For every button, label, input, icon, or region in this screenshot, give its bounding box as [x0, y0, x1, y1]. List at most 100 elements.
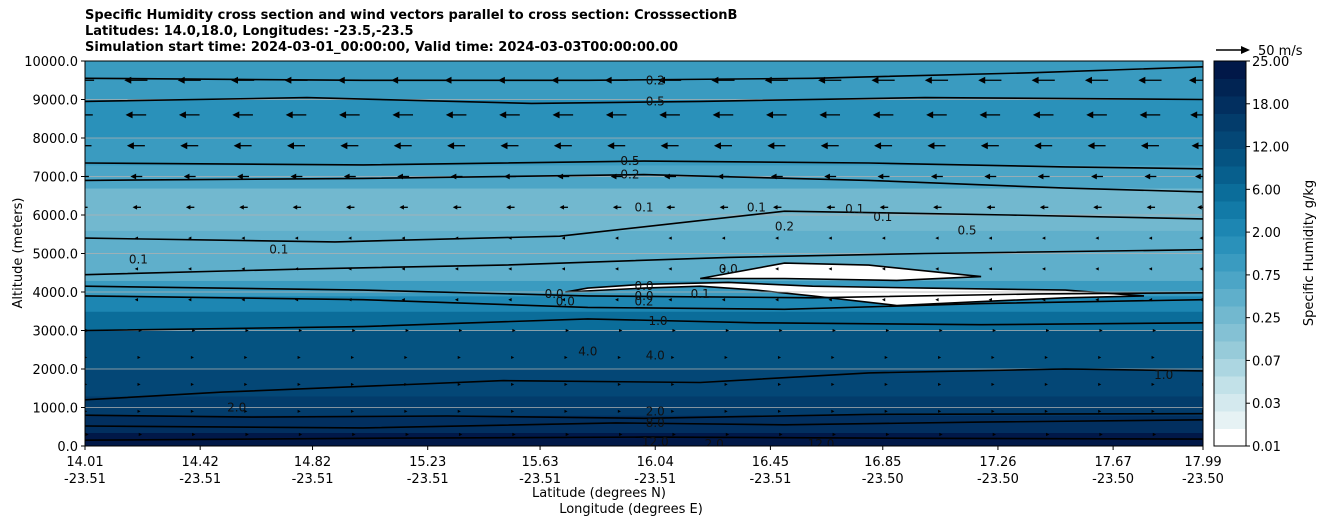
x-tick-label-lat: 16.04 — [637, 455, 674, 470]
colorbar-tick-label: 25.00 — [1252, 55, 1289, 70]
wind-vector-head — [779, 328, 783, 333]
wind-vector-head — [604, 76, 612, 84]
wind-vector-head — [1091, 173, 1097, 180]
colorbar-segment — [1214, 218, 1246, 237]
wind-vector-head — [445, 111, 453, 119]
wind-vector-head — [1098, 382, 1102, 386]
colorbar-segment — [1214, 78, 1246, 97]
wind-vector-head — [831, 409, 835, 413]
plot-area: 0.20.50.50.20.10.10.1 0.10.2 0.50.10.10.00… — [71, 60, 1204, 447]
wind-vector-head — [1095, 236, 1099, 240]
y-tick-label: 8000.0 — [33, 132, 79, 147]
x-tick-label-lat: 14.42 — [182, 455, 219, 470]
wind-vector-head — [346, 205, 351, 210]
wind-vector-head — [508, 298, 512, 302]
x-tick-label-lat: 14.01 — [66, 455, 103, 470]
wind-vector-head — [506, 205, 511, 210]
wind-vector-head — [1042, 267, 1046, 271]
y-tick-label: 0.0 — [57, 440, 78, 455]
x-tick-label-lon: -23.51 — [292, 472, 334, 487]
y-tick-label: 2000.0 — [33, 363, 79, 378]
wind-vector-head — [1151, 409, 1155, 413]
wind-vector-head — [1095, 267, 1099, 271]
wind-vector-head — [671, 409, 675, 413]
wind-vector-head — [85, 410, 88, 413]
x-tick-label-lat: 14.82 — [294, 455, 331, 470]
humidity-band — [85, 188, 1203, 231]
wind-vector-head — [503, 173, 510, 180]
colorbar-tick-label: 0.75 — [1252, 269, 1281, 284]
wind-vector-head — [71, 77, 78, 84]
wind-vector-head — [721, 267, 726, 271]
contour-label: 0.2 — [620, 168, 639, 182]
wind-vector-head — [511, 355, 515, 359]
y-axis-label: Altitude (meters) — [11, 198, 26, 309]
colorbar-tick-label: 6.00 — [1252, 183, 1281, 198]
wind-vector-head — [401, 236, 405, 240]
wind-vector-head — [512, 432, 516, 437]
wind-vector-head — [980, 142, 988, 150]
contour-line — [85, 285, 1203, 299]
wind-vector-head — [454, 298, 459, 302]
wind-vector-head — [138, 432, 143, 437]
wind-vector-head — [553, 142, 561, 150]
colorbar-tick-label: 0.03 — [1252, 397, 1281, 412]
wind-vector-head — [188, 298, 192, 302]
wind-vector-head — [660, 142, 668, 150]
wind-vector-head — [565, 328, 570, 333]
wind-vector-head — [991, 355, 995, 359]
wind-vector-head — [72, 111, 79, 118]
y-axis: 0.0 1000.0 2000.0 3000.0 4000.0 5000.0 6000.0 7… — [24, 55, 85, 455]
wind-vector-head — [668, 298, 672, 302]
wind-vector-head — [244, 409, 248, 413]
wind-vector-head — [401, 267, 405, 271]
wind-key-label: 50 m/s — [1258, 44, 1303, 59]
wind-vector-head — [1037, 173, 1044, 180]
wind-vector-head — [831, 355, 835, 359]
wind-vector-head — [1046, 432, 1050, 437]
wind-vector-head — [137, 355, 141, 359]
wind-vector-head — [458, 328, 463, 333]
colorbar-frame — [1213, 60, 1247, 447]
wind-vector-head — [668, 236, 672, 240]
wind-vector-head — [450, 173, 457, 180]
y-tick-label: 9000.0 — [33, 94, 79, 109]
chart-title-line-2: Latitudes: 14.0,18.0, Longitudes: -23.5,… — [85, 24, 414, 39]
wind-vector-head — [286, 142, 294, 150]
colorbar-segment — [1214, 96, 1246, 114]
wind-vector-head — [241, 298, 245, 302]
wind-vector-head — [933, 205, 938, 210]
wind-vector-head — [615, 236, 619, 240]
wind-vector-head — [1042, 236, 1046, 240]
wind-vector-head — [1151, 382, 1155, 386]
wind-vector-head — [664, 173, 670, 180]
wind-vector-head — [872, 111, 880, 119]
wind-vector-head — [85, 432, 89, 437]
x-tick-label-lon: -23.51 — [179, 472, 221, 487]
wind-vector-head — [824, 173, 830, 180]
wind-vector-head — [612, 205, 618, 210]
wind-vector-head — [85, 383, 88, 386]
wind-vector-head — [1144, 173, 1151, 180]
wind-vector-head — [298, 432, 303, 437]
colorbar-segment — [1214, 148, 1246, 167]
wind-vector-head — [1099, 432, 1103, 437]
wind-vector-head — [713, 142, 721, 150]
wind-vector-head — [352, 328, 356, 333]
wind-vector-head — [939, 328, 943, 333]
wind-vector-head — [337, 76, 345, 84]
colorbar-tick-label: 0.01 — [1252, 440, 1281, 455]
x-tick-label-lon: -23.50 — [1092, 472, 1134, 487]
dry-region — [565, 281, 1145, 307]
wind-vector-head — [879, 205, 885, 210]
wind-vector-head — [1195, 173, 1201, 180]
wind-vector-head — [508, 236, 512, 240]
contour-label: 2.0 — [227, 401, 246, 415]
wind-vector-head — [297, 382, 301, 386]
wind-vector-head — [1032, 111, 1040, 119]
wind-vector-head — [832, 328, 836, 333]
wind-vector-head — [818, 76, 826, 84]
contour-line — [85, 295, 1203, 311]
wind-vector-head — [232, 111, 240, 119]
